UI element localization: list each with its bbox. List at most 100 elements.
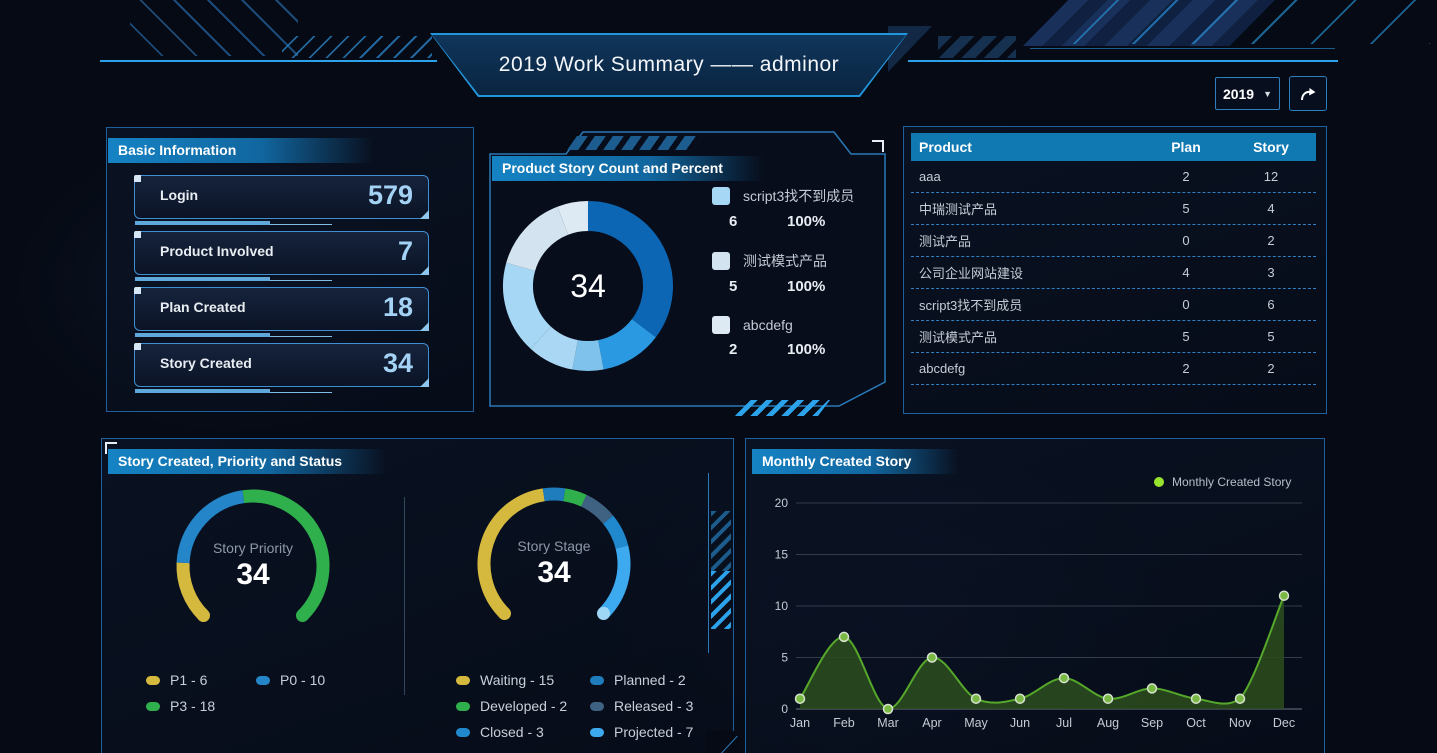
legend-label: abcdefg — [743, 317, 793, 333]
legend-dot-icon — [1154, 477, 1164, 487]
table-cell-plan: 0 — [1182, 297, 1190, 312]
stat-corner-decoration — [134, 175, 141, 182]
stat-label: Plan Created — [160, 299, 246, 315]
table-row: 测试产品 0 2 — [911, 225, 1316, 257]
panel-product-table: Product Plan Story aaa 2 12 中瑞测试产品 5 4 测试产品 0 2 公… — [903, 126, 1327, 414]
legend-percent: 100% — [787, 278, 826, 295]
legend-swatch-icon — [712, 252, 730, 270]
table-cell-product: 测试模式产品 — [919, 330, 998, 345]
svg-text:20: 20 — [775, 496, 789, 510]
panel-basic-information: Basic Information Login 579 Product Involv… — [106, 127, 474, 412]
svg-text:Nov: Nov — [1229, 716, 1252, 730]
legend-dot-icon — [590, 727, 604, 737]
legend-item[interactable]: P1 - 6 — [146, 667, 256, 693]
header-right-line — [908, 60, 1338, 62]
panel-product-story: Product Story Count and Percent 34 scrip… — [486, 124, 890, 416]
top-right-striped-shape-decoration — [1023, 0, 1275, 46]
svg-text:Jul: Jul — [1056, 716, 1072, 730]
svg-text:Dec: Dec — [1273, 716, 1295, 730]
legend-dot-icon — [456, 701, 470, 711]
legend-item[interactable]: P3 - 18 — [146, 693, 256, 719]
svg-text:5: 5 — [781, 651, 788, 665]
legend-dot-icon — [456, 675, 470, 685]
svg-text:Jun: Jun — [1010, 716, 1030, 730]
table-cell-product: 中瑞测试产品 — [919, 202, 998, 217]
stat-corner-triangle — [420, 322, 429, 331]
legend-item[interactable]: P0 - 10 — [256, 667, 406, 693]
legend-item[interactable]: 测试模式产品 5 100% — [712, 251, 854, 295]
legend-label: script3找不到成员 — [743, 188, 855, 204]
table-cell-story: 5 — [1267, 329, 1275, 344]
legend-label: Planned - 2 — [614, 672, 686, 688]
panel-corner-bevel — [706, 731, 740, 753]
legend-item[interactable]: script3找不到成员 6 100% — [712, 186, 854, 230]
svg-text:Apr: Apr — [922, 716, 941, 730]
legend-label: Closed - 3 — [480, 724, 544, 740]
svg-text:10: 10 — [775, 599, 789, 613]
svg-text:Feb: Feb — [833, 716, 855, 730]
table-cell-product: script3找不到成员 — [919, 298, 1023, 313]
legend-item[interactable]: Planned - 2 — [590, 667, 750, 693]
table-header: Product Plan Story — [911, 133, 1316, 161]
legend-label: Waiting - 15 — [480, 672, 555, 688]
legend-dot-icon — [146, 701, 160, 711]
legend-label: P0 - 10 — [280, 672, 326, 688]
panel-title: Product Story Count and Percent — [492, 156, 764, 181]
table-cell-plan: 2 — [1182, 169, 1190, 184]
legend-item[interactable]: Developed - 2 — [456, 693, 590, 719]
table-cell-plan: 5 — [1182, 201, 1190, 216]
stat-underline-bar — [135, 389, 270, 393]
legend-item[interactable]: Released - 3 — [590, 693, 750, 719]
svg-text:Sep: Sep — [1141, 716, 1163, 730]
story-priority-legend: P1 - 6 P0 - 10 P3 - 18 — [146, 667, 426, 719]
legend-label: Released - 3 — [614, 698, 694, 714]
stat-underline-bar — [135, 333, 270, 337]
stat-corner-triangle — [420, 266, 429, 275]
share-button[interactable] — [1289, 76, 1327, 111]
svg-text:0: 0 — [781, 702, 788, 716]
share-icon — [1301, 87, 1316, 100]
svg-text:Jan: Jan — [790, 716, 810, 730]
stat-label: Product Involved — [160, 243, 274, 259]
legend-item[interactable]: Waiting - 15 — [456, 667, 590, 693]
top-right-diagonal-lines-decoration — [1060, 0, 1430, 44]
stat-underline-line — [270, 224, 332, 225]
legend-label: Projected - 7 — [614, 724, 694, 740]
legend-values: 5 100% — [712, 278, 854, 295]
year-select[interactable]: 2019 ▼ — [1215, 77, 1280, 110]
table-row: aaa 2 12 — [911, 161, 1316, 193]
legend-item[interactable]: Projected - 7 — [590, 719, 750, 745]
title-banner-inner: 2019 Work Summary —— adminor — [432, 35, 906, 95]
legend-value: 5 — [729, 278, 738, 295]
stat-underline-line — [270, 392, 332, 393]
legend-dot-icon — [146, 675, 160, 685]
stat-corner-decoration — [134, 287, 141, 294]
page-title: 2019 Work Summary —— adminor — [498, 53, 840, 76]
stat-label: Login — [160, 187, 199, 203]
legend-item[interactable]: Closed - 3 — [456, 719, 590, 745]
legend-item[interactable]: abcdefg 2 100% — [712, 316, 854, 358]
story-stage-gauge — [477, 487, 631, 620]
panel-right-hatch-decoration — [711, 511, 731, 571]
panel-right-hatch-decoration — [711, 571, 731, 629]
corner-bracket-decoration — [872, 140, 884, 142]
legend-item-header: script3找不到成员 — [712, 186, 854, 206]
stat-corner-triangle — [420, 378, 429, 387]
table-row: 公司企业网站建设 4 3 — [911, 257, 1316, 289]
top-right-subline-decoration — [1030, 48, 1335, 49]
table-cell-plan: 5 — [1182, 329, 1190, 344]
panel-right-deco-line — [708, 473, 709, 653]
panel-title: Story Created, Priority and Status — [108, 449, 386, 474]
table-cell-story: 6 — [1267, 297, 1275, 312]
donut-legend: script3找不到成员 6 100% 测试模式产品 5 100% abcdefg 2 100% — [712, 186, 854, 379]
legend-label: P3 - 18 — [170, 698, 216, 714]
stat-value: 18 — [382, 292, 413, 322]
legend-label: Developed - 2 — [480, 698, 568, 714]
line-chart-legend-item[interactable]: Monthly Created Story — [1154, 475, 1291, 489]
stat-underline-line — [270, 336, 332, 337]
panel-angular-border — [489, 131, 886, 407]
stat-underline-bar — [135, 221, 270, 225]
column-header-product: Product — [919, 139, 972, 155]
table-body: aaa 2 12 中瑞测试产品 5 4 测试产品 0 2 公司企业网站建设 4 3 script3找不到… — [911, 161, 1316, 385]
table-cell-story: 3 — [1267, 265, 1275, 280]
